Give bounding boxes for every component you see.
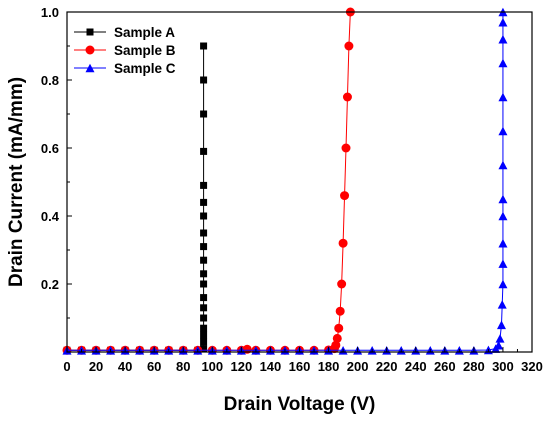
y-tick-label: 1.0 [41,5,59,20]
data-point [200,280,208,288]
x-tick-label: 200 [347,359,369,374]
legend-item: Sample B [74,43,176,58]
data-point [200,314,208,322]
data-point [498,160,508,170]
data-point [200,338,208,346]
y-tick-label: 0.2 [41,277,59,292]
data-point [341,143,351,153]
series-sample-b [62,7,355,355]
data-point [498,211,508,221]
legend-marker [85,63,95,73]
data-point [200,42,208,50]
x-tick-label: 260 [434,359,456,374]
x-tick-label: 120 [231,359,253,374]
x-tick-label: 320 [521,359,543,374]
x-axis-title: Drain Voltage (V) [224,394,376,415]
plot-area [62,7,508,355]
x-tick-label: 100 [201,359,223,374]
data-point [200,181,208,189]
x-tick-label: 80 [176,359,190,374]
legend-item: Sample C [74,61,176,76]
x-tick-label: 0 [63,359,70,374]
series-sample-a [63,42,208,354]
legend-label: Sample B [114,43,176,58]
data-point [200,76,208,84]
x-tick-label: 160 [289,359,311,374]
data-point [335,306,345,316]
data-point [498,58,508,68]
y-tick-label: 0.6 [41,141,59,156]
data-point [200,229,208,237]
data-point [200,331,208,339]
data-point [496,320,506,330]
data-point [200,212,208,220]
x-tick-label: 300 [492,359,514,374]
data-point [200,243,208,251]
data-point [200,147,208,155]
series-sample-c [62,7,508,355]
y-tick-label: 0.8 [41,73,59,88]
legend: Sample A Sample B Sample C [74,25,176,76]
data-point [340,191,350,201]
axis-ticks: 0 20 40 60 80 100 120 140 160 180 200 220 240 260 280 3… [41,5,543,374]
x-tick-label: 140 [260,359,282,374]
data-point [200,256,208,264]
data-point [498,259,508,268]
data-point [200,110,208,118]
series-line [67,11,351,351]
x-tick-label: 20 [89,359,103,374]
data-point [200,198,208,206]
data-point [498,17,508,27]
x-tick-label: 280 [463,359,485,374]
data-point [344,41,354,51]
legend-label: Sample C [114,61,176,76]
data-point [200,345,208,353]
data-point [200,270,208,278]
x-tick-label: 40 [118,359,132,374]
x-tick-label: 240 [405,359,427,374]
data-point [200,294,208,302]
y-tick-label: 0.4 [41,209,60,224]
data-point [331,340,341,350]
data-point [498,194,508,204]
legend-marker [85,45,95,55]
legend-label: Sample A [114,25,175,40]
data-point [334,323,344,333]
data-point [494,340,504,350]
data-point [200,304,208,312]
data-point [498,34,508,44]
series-line [67,46,205,351]
data-point [497,300,507,309]
data-point [498,279,508,289]
data-point [200,324,208,332]
data-point [498,126,508,136]
data-point [495,334,505,343]
data-point [498,92,508,102]
x-tick-label: 220 [376,359,398,374]
x-tick-label: 180 [318,359,340,374]
data-point [342,92,352,102]
data-point [337,279,347,289]
data-point [338,238,348,248]
legend-item: Sample A [74,25,175,40]
x-tick-label: 60 [147,359,161,374]
data-point [498,238,508,248]
legend-marker [86,28,94,36]
y-axis-title: Drain Current (mA/mm) [6,77,27,287]
data-point [332,333,342,343]
